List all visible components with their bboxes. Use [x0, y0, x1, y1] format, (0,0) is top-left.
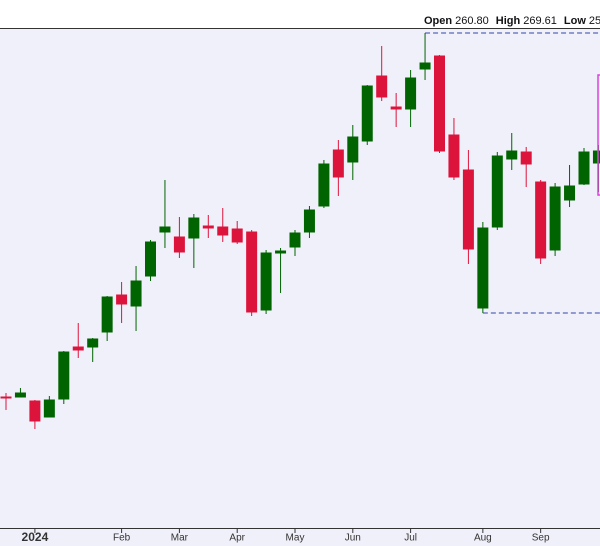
candle-body	[289, 232, 301, 248]
candle-body	[43, 399, 55, 418]
candle-body	[87, 338, 99, 348]
candle-body	[376, 75, 388, 98]
candle-body	[564, 185, 576, 201]
candle-body	[332, 149, 344, 178]
candle-body	[188, 217, 200, 239]
x-axis-area	[0, 528, 600, 546]
candle-body	[361, 85, 373, 142]
candle-body	[145, 241, 156, 277]
candle-body	[275, 250, 287, 254]
candle-body	[390, 106, 402, 110]
candle-body	[405, 77, 417, 110]
x-tick-label: 2024	[22, 530, 49, 544]
candle-body	[419, 62, 431, 70]
candle-body	[14, 392, 26, 398]
candle-body	[477, 227, 489, 309]
x-tick-label: Aug	[474, 533, 492, 544]
plot-area	[0, 28, 600, 528]
candle-body	[535, 181, 547, 259]
candle-body	[72, 346, 84, 351]
candle-body	[231, 228, 243, 243]
legend-value: 25	[589, 15, 600, 27]
legend-label: Low	[564, 15, 586, 27]
candle-body	[448, 134, 460, 178]
x-tick-label: Mar	[171, 533, 189, 544]
candle-body	[173, 236, 185, 253]
x-tick-label: Feb	[113, 533, 131, 544]
x-tick-label: May	[286, 533, 305, 544]
candle-body	[592, 150, 600, 164]
legend-value: 269.61	[523, 15, 557, 27]
legend-label: High	[496, 15, 521, 27]
candle-body	[101, 296, 113, 333]
x-tick-label: Sep	[532, 533, 550, 544]
legend-value: 260.80	[455, 15, 489, 27]
candle-body	[303, 209, 315, 233]
candle-body	[0, 396, 12, 399]
candle-body	[29, 400, 41, 422]
header-bar	[0, 0, 600, 28]
candle-body	[347, 136, 359, 163]
candle-body	[520, 151, 532, 165]
legend-label: Open	[424, 15, 452, 27]
candle-body	[434, 55, 445, 152]
candle-body	[506, 150, 518, 160]
highlight-box	[597, 74, 600, 196]
candle-body	[159, 226, 171, 233]
candle-body	[318, 163, 330, 207]
candle-body	[549, 186, 561, 251]
candle-body	[116, 294, 128, 305]
candle-body	[202, 225, 214, 229]
ohlc-legend: Open 260.80 High 269.61 Low 25	[424, 15, 600, 27]
candle-body	[491, 155, 503, 228]
candle-body	[246, 231, 258, 313]
x-tick-label: Jun	[345, 533, 361, 544]
candle-body	[130, 280, 142, 307]
candle-body	[58, 351, 70, 400]
x-tick-label: Apr	[229, 533, 245, 544]
candle-body	[260, 252, 272, 311]
candle-body	[217, 226, 229, 236]
candle-body	[578, 151, 590, 185]
x-tick-label: Jul	[404, 533, 417, 544]
candle-body	[462, 169, 474, 250]
